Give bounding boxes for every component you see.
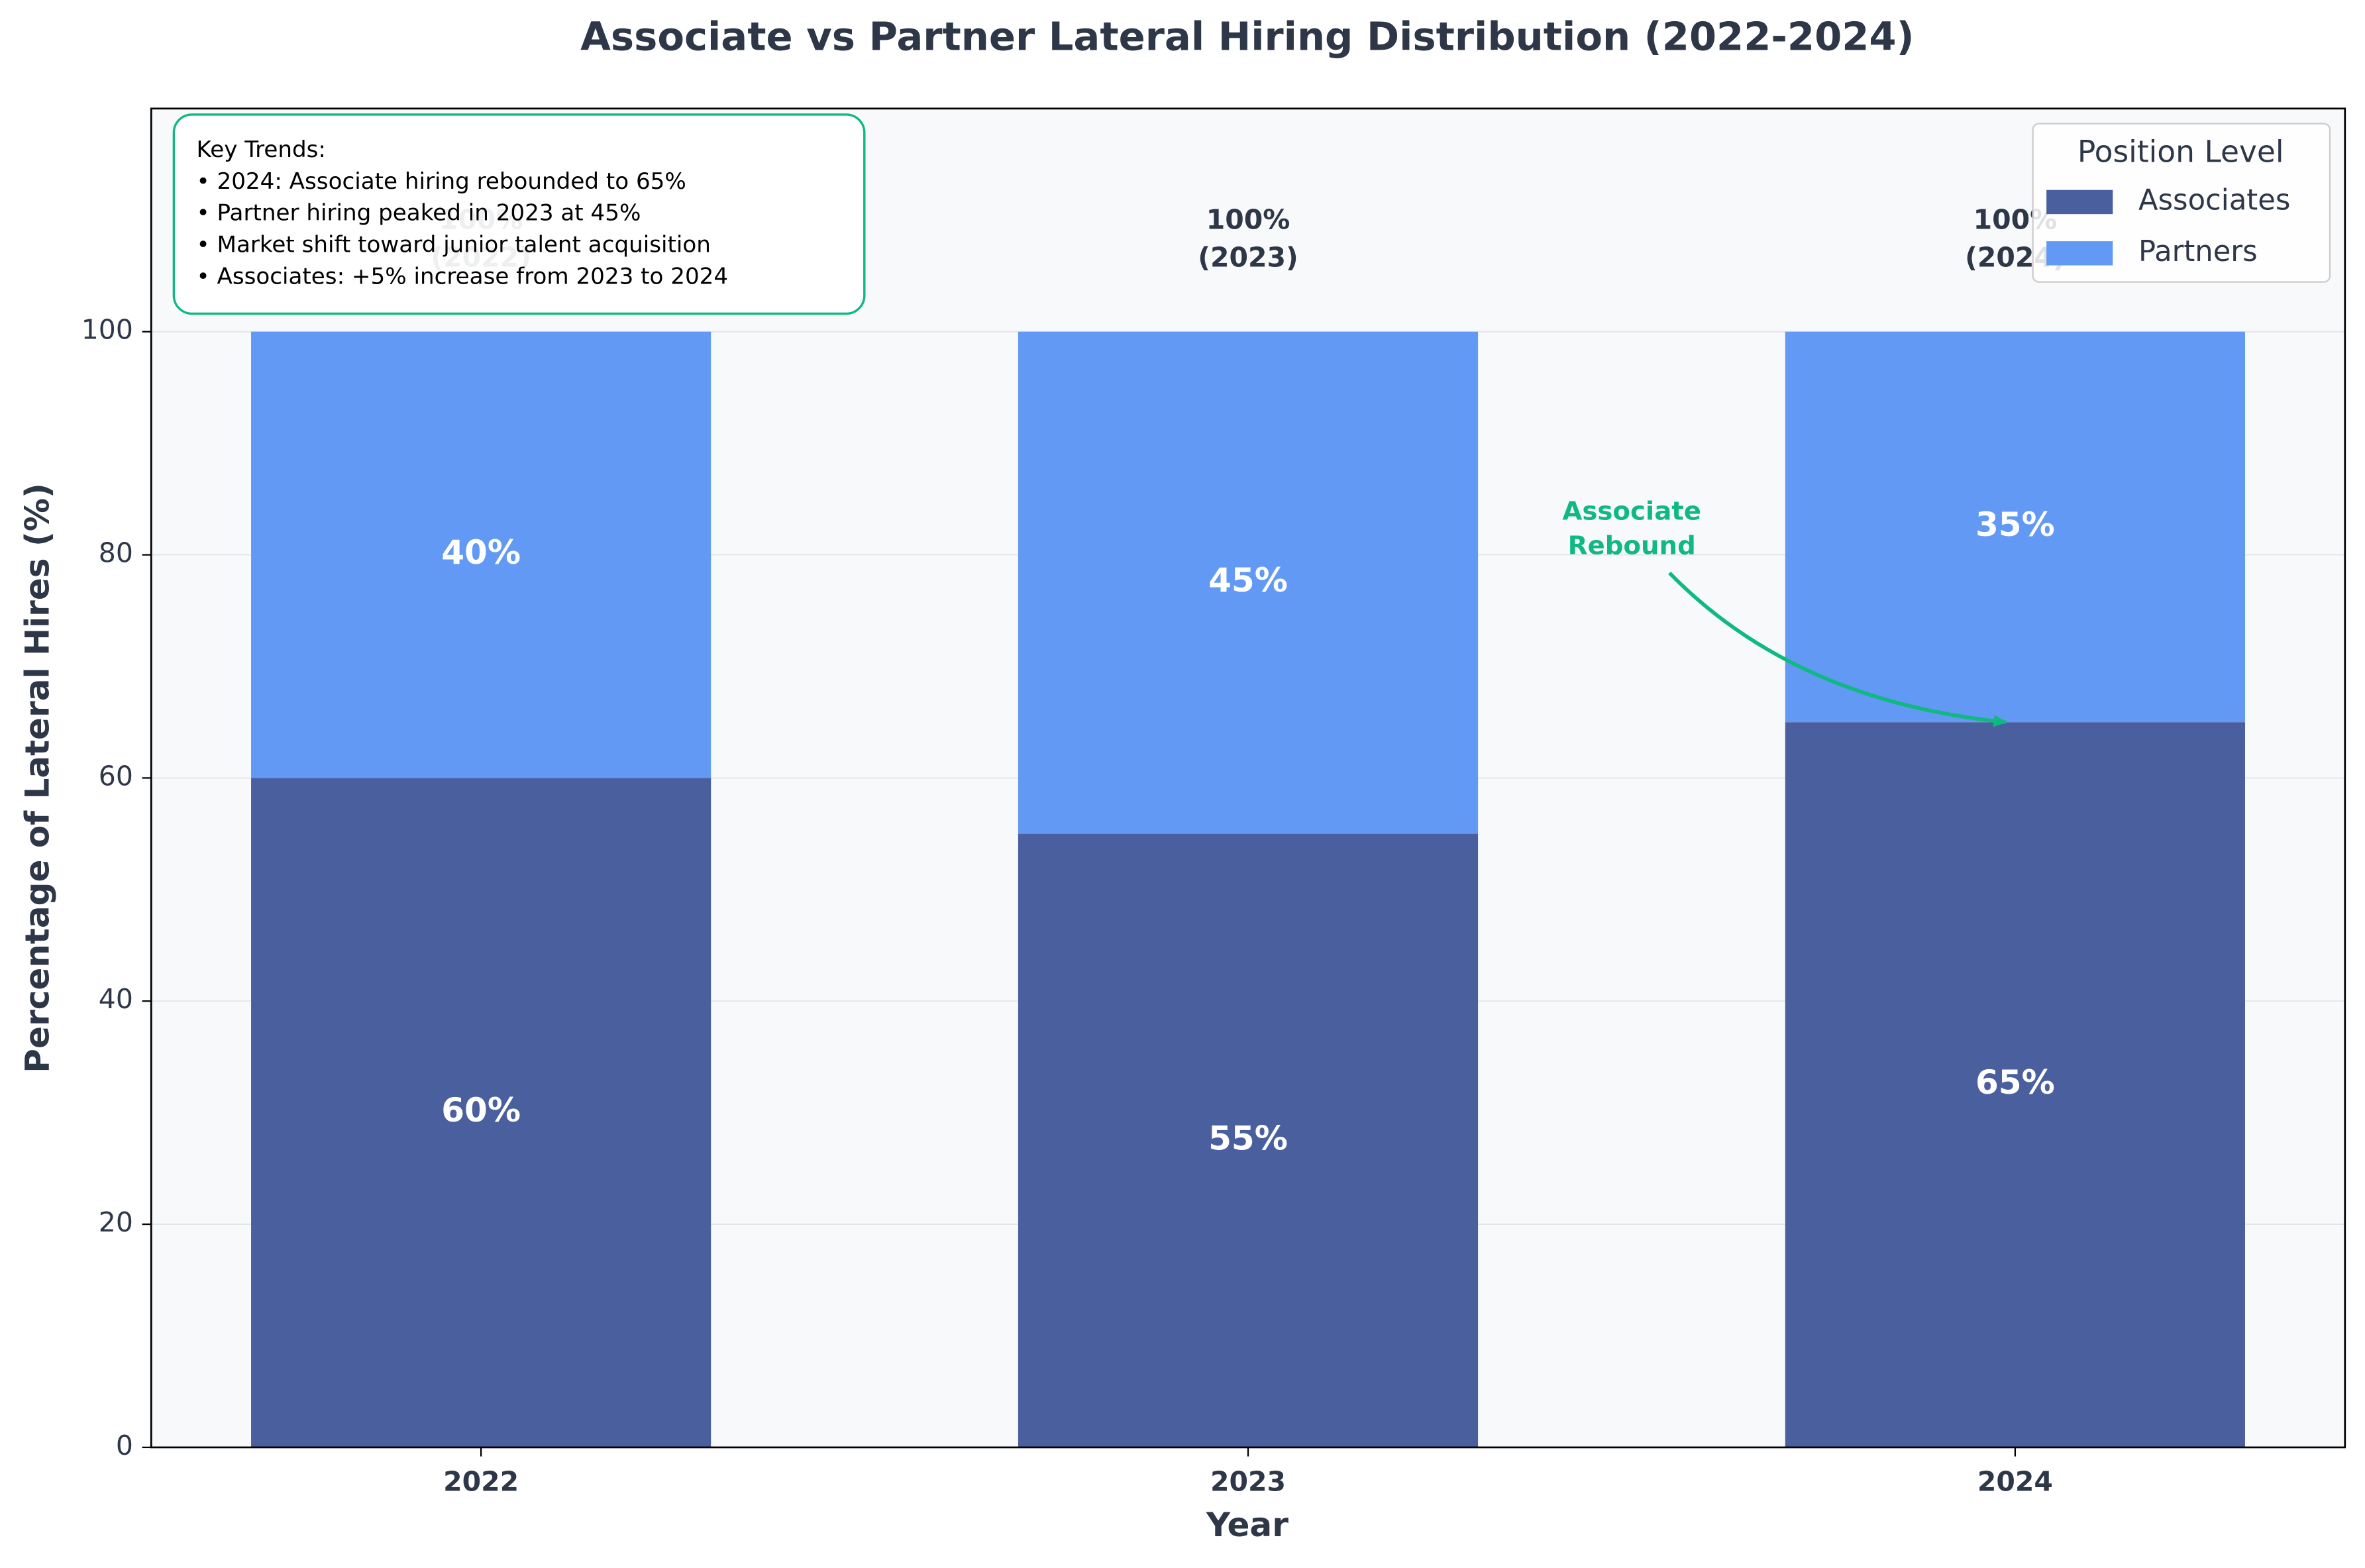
- annotation: Rebound: [1568, 531, 1696, 561]
- key-trends-line: Key Trends:: [197, 136, 326, 163]
- y-tick-label: 20: [99, 1206, 133, 1238]
- y-tick-label: 100: [81, 314, 133, 346]
- value-label: 35%: [1975, 505, 2055, 544]
- bar-segment: [1018, 833, 1479, 1447]
- value-label: 65%: [1975, 1063, 2055, 1102]
- bar-segment: [1785, 331, 2245, 723]
- legend-swatch: [2046, 189, 2113, 215]
- y-tick-label: 0: [116, 1430, 133, 1461]
- chart-title: Associate vs Partner Lateral Hiring Dist…: [580, 13, 1914, 59]
- bar-segment: [251, 778, 711, 1447]
- x-tick-label: 2022: [443, 1466, 519, 1498]
- plot-frame: [150, 107, 2346, 1449]
- key-trends-line: • Associates: +5% increase from 2023 to …: [197, 263, 729, 289]
- value-label: 45%: [1208, 561, 1288, 600]
- legend-label: Partners: [2138, 235, 2258, 268]
- bar-segment: [251, 331, 711, 778]
- key-trends-line: • 2024: Associate hiring rebounded to 65…: [197, 168, 686, 195]
- value-label: 55%: [1208, 1119, 1288, 1157]
- value-label: 40%: [441, 533, 521, 572]
- annotation-arrow: [1668, 571, 2007, 727]
- y-tick-label: 80: [99, 537, 133, 569]
- x-tick-label: 2023: [1210, 1466, 1286, 1498]
- y-tick-label: 40: [99, 983, 133, 1015]
- x-tick-label: 2024: [1977, 1466, 2053, 1498]
- legend-title: Position Level: [2077, 134, 2284, 170]
- value-label: 60%: [441, 1091, 521, 1129]
- legend-label: Associates: [2138, 183, 2290, 217]
- bar-segment: [1018, 331, 1479, 834]
- total-label: 100%: [1206, 204, 1290, 236]
- y-tick-label: 60: [99, 760, 133, 792]
- total-year-label: (2023): [1198, 241, 1298, 273]
- key-trends-line: • Market shift toward junior talent acqu…: [197, 231, 711, 258]
- key-trends-line: • Partner hiring peaked in 2023 at 45%: [197, 200, 641, 227]
- annotation: Associate: [1562, 496, 1701, 526]
- y-axis-label: Percentage of Lateral Hires (%): [18, 483, 56, 1073]
- bar-segment: [1785, 722, 2245, 1447]
- legend-swatch: [2046, 241, 2113, 266]
- key-trends-box: [172, 113, 866, 315]
- x-axis-label: Year: [1206, 1506, 1288, 1544]
